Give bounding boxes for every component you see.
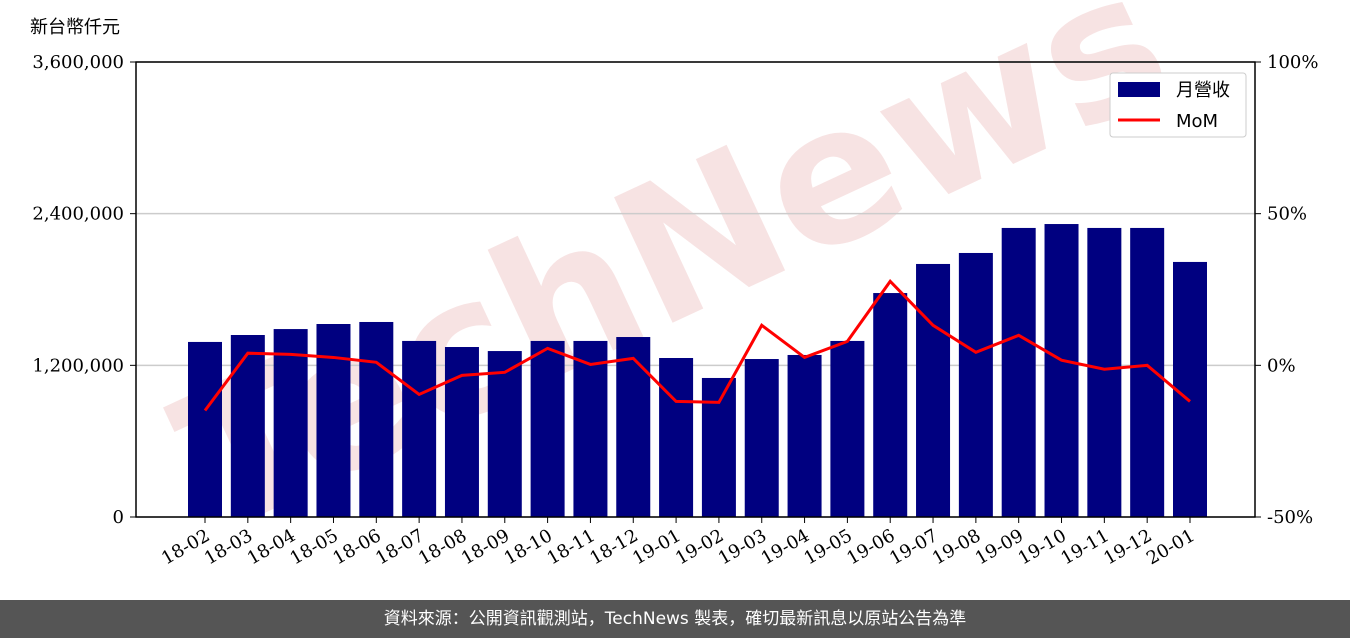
bar: [1044, 224, 1079, 517]
bar: [916, 263, 951, 517]
bar: [487, 351, 522, 517]
bar: [230, 335, 265, 517]
x-tick-label: 18-07: [372, 525, 427, 569]
bar: [701, 377, 736, 517]
bar: [573, 340, 608, 517]
x-tick-label: 19-11: [1057, 525, 1112, 569]
y-axis-label: 新台幣仟元: [30, 17, 120, 38]
y2-tick-label: 50%: [1267, 204, 1307, 225]
bar: [273, 329, 308, 517]
bar: [958, 252, 993, 517]
bar: [616, 337, 651, 517]
legend-label: 月營收: [1176, 80, 1230, 101]
bar: [316, 324, 351, 517]
x-tick-label: 19-10: [1015, 525, 1070, 569]
x-tick-label: 19-04: [758, 525, 813, 569]
bar: [873, 293, 908, 517]
x-tick-label: 19-08: [929, 525, 984, 569]
x-tick-label: 19-06: [843, 525, 898, 569]
plot-frame: [135, 61, 1256, 518]
x-tick-label: 19-12: [1100, 525, 1155, 569]
x-tick-label: 20-01: [1143, 525, 1198, 569]
x-tick-label: 18-09: [458, 525, 513, 569]
line: [203, 278, 1191, 412]
bar: [1087, 227, 1122, 517]
bar: [402, 340, 437, 517]
x-tick-label: 18-12: [586, 525, 641, 569]
x-tick-label: 18-02: [158, 525, 213, 569]
bar: [787, 354, 822, 517]
chart: 新台幣仟元 TechNews 01,200,0002,400,0003,600,…: [30, 0, 1318, 574]
y-tick-label: 1,200,000: [32, 355, 124, 376]
bar: [188, 341, 222, 517]
bar: [1001, 227, 1036, 517]
y2-tick-label: -50%: [1267, 507, 1313, 528]
x-tick-label: 19-05: [800, 525, 855, 569]
x-tick-label: 19-07: [886, 525, 941, 569]
y-tick-label: 3,600,000: [32, 52, 124, 73]
bar: [359, 321, 394, 517]
y-tick-label: 0: [113, 507, 124, 528]
x-tick-label: 19-09: [972, 525, 1027, 569]
bar: [530, 340, 565, 517]
legend-swatch: [1118, 82, 1160, 97]
bar: [659, 358, 694, 517]
bar: [444, 347, 479, 517]
bar: [1130, 227, 1165, 517]
x-tick-label: 19-03: [715, 525, 770, 569]
bar: [830, 340, 865, 517]
y-tick-label: 2,400,000: [32, 204, 124, 225]
x-tick-label: 18-11: [543, 525, 598, 569]
y2-tick-label: 0%: [1267, 355, 1296, 376]
x-tick-label: 18-10: [501, 525, 556, 569]
footer: 資料來源：公開資訊觀測站，TechNews 製表，確切最新訊息以原站公告為準: [0, 600, 1350, 638]
bar: [1173, 261, 1207, 517]
x-tick-label: 19-02: [672, 525, 727, 569]
y2-tick-label: 100%: [1267, 52, 1318, 73]
x-tick-label: 18-06: [329, 525, 384, 569]
bar: [744, 359, 779, 517]
x-tick-label: 18-08: [415, 525, 470, 569]
x-tick-label: 19-01: [629, 525, 684, 569]
legend-label: MoM: [1176, 111, 1218, 132]
